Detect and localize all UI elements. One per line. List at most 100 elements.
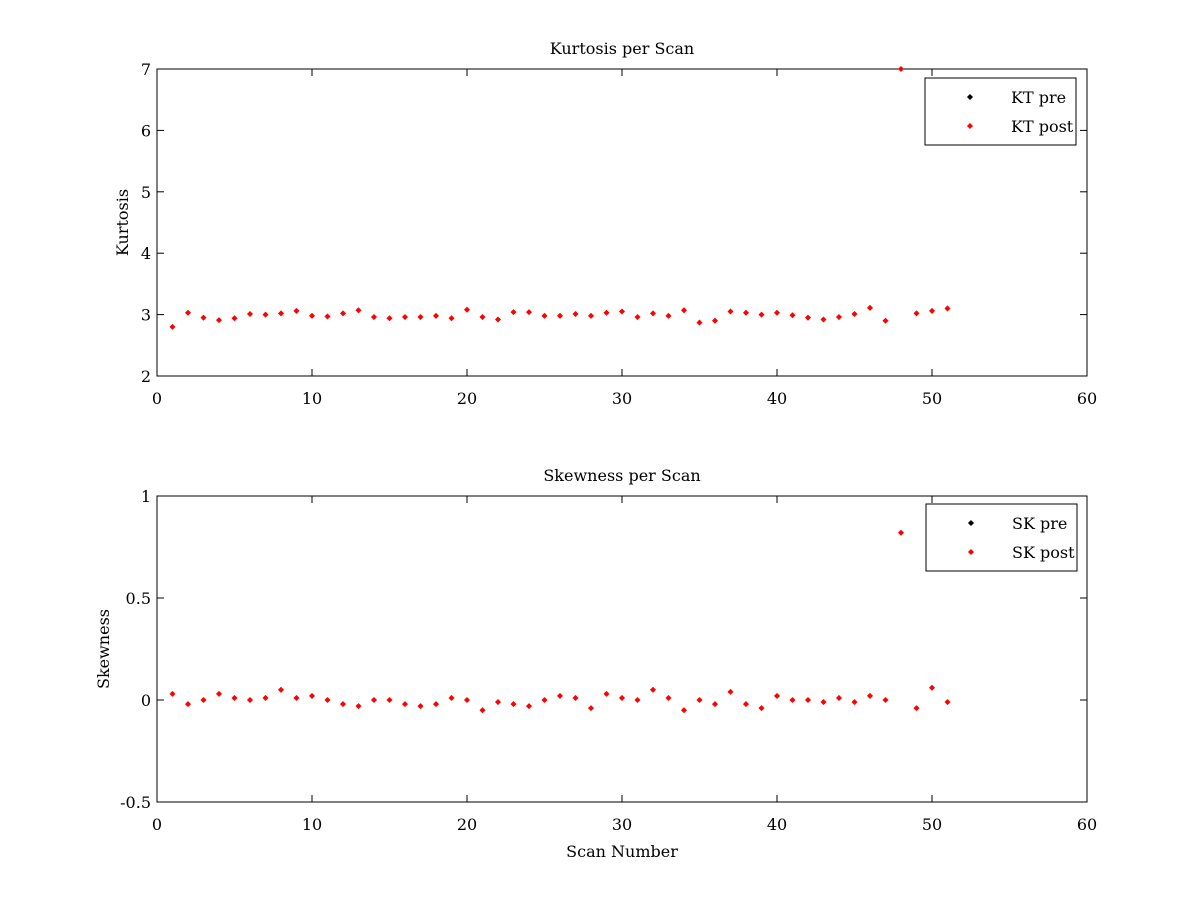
skewness-data-points: [169, 529, 951, 714]
data-point-kt-post: [572, 310, 579, 318]
data-point-kt-post: [479, 314, 486, 321]
data-point-sk-post: [680, 707, 688, 714]
data-point-kt-post: [804, 314, 812, 321]
data-point-sk-post: [184, 701, 192, 708]
y-tick-label: 5: [141, 183, 151, 202]
data-point-sk-post: [401, 701, 409, 708]
skewness-x-axis-label: Scan Number: [566, 842, 678, 861]
data-point-sk-post: [835, 694, 843, 701]
legend-marker-sk-pre-symbol: [967, 519, 975, 527]
skewness-y-axis-label: Skewness: [94, 609, 113, 689]
data-point-kt-post: [696, 319, 703, 326]
kurtosis-panel: Kurtosis per Scan Kurtosis 0 10 20 30 40 50 60…: [113, 39, 1097, 408]
legend-marker-kt-pre-symbol: [966, 93, 974, 101]
y-tick-label: 0.5: [126, 589, 151, 608]
data-point-sk-post: [913, 705, 920, 712]
data-point-kt-post: [417, 314, 424, 321]
data-point-kt-post: [246, 310, 254, 318]
x-tick-label: 0: [152, 389, 162, 408]
data-point-kt-post: [649, 310, 657, 317]
data-point-kt-post: [866, 304, 874, 311]
y-tick-label: 2: [141, 367, 151, 386]
data-point-sk-post: [339, 701, 347, 708]
data-point-sk-post: [479, 707, 486, 714]
data-point-sk-post: [789, 696, 796, 704]
data-point-sk-post: [448, 694, 455, 701]
legend-marker-sk-post: [967, 548, 975, 556]
legend-marker-kt-post-symbol: [966, 122, 974, 130]
data-point-kt-post: [339, 310, 347, 317]
data-point-sk-post: [169, 690, 176, 697]
data-point-sk-post: [200, 696, 207, 704]
data-point-kt-post: [603, 309, 610, 316]
data-point-sk-post: [897, 529, 905, 536]
y-tick-label: 7: [141, 60, 151, 79]
x-tick-label: 20: [457, 389, 477, 408]
data-point-sk-post: [386, 696, 393, 704]
data-point-sk-post: [262, 694, 269, 701]
x-tick-label: 40: [767, 389, 787, 408]
y-tick-label: 4: [141, 244, 151, 263]
data-point-kt-post: [184, 309, 192, 316]
data-point-sk-post: [820, 699, 827, 706]
data-point-kt-post: [665, 312, 672, 319]
data-point-kt-post: [386, 315, 393, 322]
data-point-kt-post: [944, 305, 951, 312]
data-point-sk-post: [634, 696, 641, 704]
skewness-legend-box: [925, 503, 1078, 572]
legend-marker-kt-post: [966, 122, 974, 130]
data-point-sk-post: [324, 696, 331, 704]
data-point-kt-post: [835, 314, 843, 321]
data-point-kt-post: [293, 307, 300, 314]
data-point-kt-post: [401, 314, 409, 321]
data-point-sk-post: [696, 696, 703, 704]
data-point-kt-post: [510, 309, 517, 316]
legend-label-kt-pre: KT pre: [1011, 88, 1066, 107]
legend-label-sk-post: SK post: [1012, 543, 1075, 562]
kurtosis-y-axis-label: Kurtosis: [113, 189, 132, 256]
x-tick-label: 60: [1077, 815, 1097, 834]
data-point-sk-post: [711, 701, 719, 708]
data-point-kt-post: [308, 312, 316, 319]
data-point-sk-post: [231, 694, 238, 701]
data-point-kt-post: [773, 309, 781, 316]
x-tick-label: 0: [152, 815, 162, 834]
kurtosis-chart-title: Kurtosis per Scan: [550, 39, 694, 58]
data-point-kt-post: [432, 312, 440, 319]
y-tick-label: 6: [141, 121, 151, 140]
data-point-kt-post: [324, 313, 331, 320]
data-point-sk-post: [293, 694, 300, 701]
y-tick-label: 0: [141, 691, 151, 710]
data-point-kt-post: [618, 308, 626, 315]
data-point-kt-post: [742, 309, 750, 316]
x-tick-label: 30: [612, 389, 632, 408]
y-tick-label: 3: [141, 306, 151, 325]
data-point-sk-post: [851, 699, 858, 706]
data-point-sk-post: [804, 696, 812, 704]
data-point-kt-post: [882, 317, 889, 324]
legend-marker-kt-pre: [966, 93, 974, 101]
x-tick-label: 30: [612, 815, 632, 834]
data-point-kt-post: [820, 316, 827, 323]
data-point-kt-post: [494, 316, 502, 323]
data-point-kt-post: [897, 65, 905, 73]
data-point-kt-post: [913, 310, 920, 317]
data-point-kt-post: [215, 317, 223, 324]
data-point-sk-post: [727, 688, 734, 695]
data-point-sk-post: [556, 692, 564, 699]
kurtosis-ticks: 0 10 20 30 40 50 60 2 3 4 5 6 7: [141, 60, 1097, 408]
data-point-kt-post: [758, 311, 765, 318]
x-tick-label: 50: [922, 815, 942, 834]
data-point-kt-post: [231, 315, 238, 322]
data-point-kt-post: [789, 312, 796, 319]
legend-marker-sk-pre: [967, 519, 975, 527]
x-tick-label: 20: [457, 815, 477, 834]
data-point-sk-post: [308, 692, 316, 699]
data-point-sk-post: [882, 696, 889, 704]
data-point-kt-post: [200, 314, 207, 321]
data-point-sk-post: [866, 692, 874, 699]
legend-label-sk-pre: SK pre: [1012, 514, 1067, 533]
data-point-sk-post: [758, 705, 765, 712]
